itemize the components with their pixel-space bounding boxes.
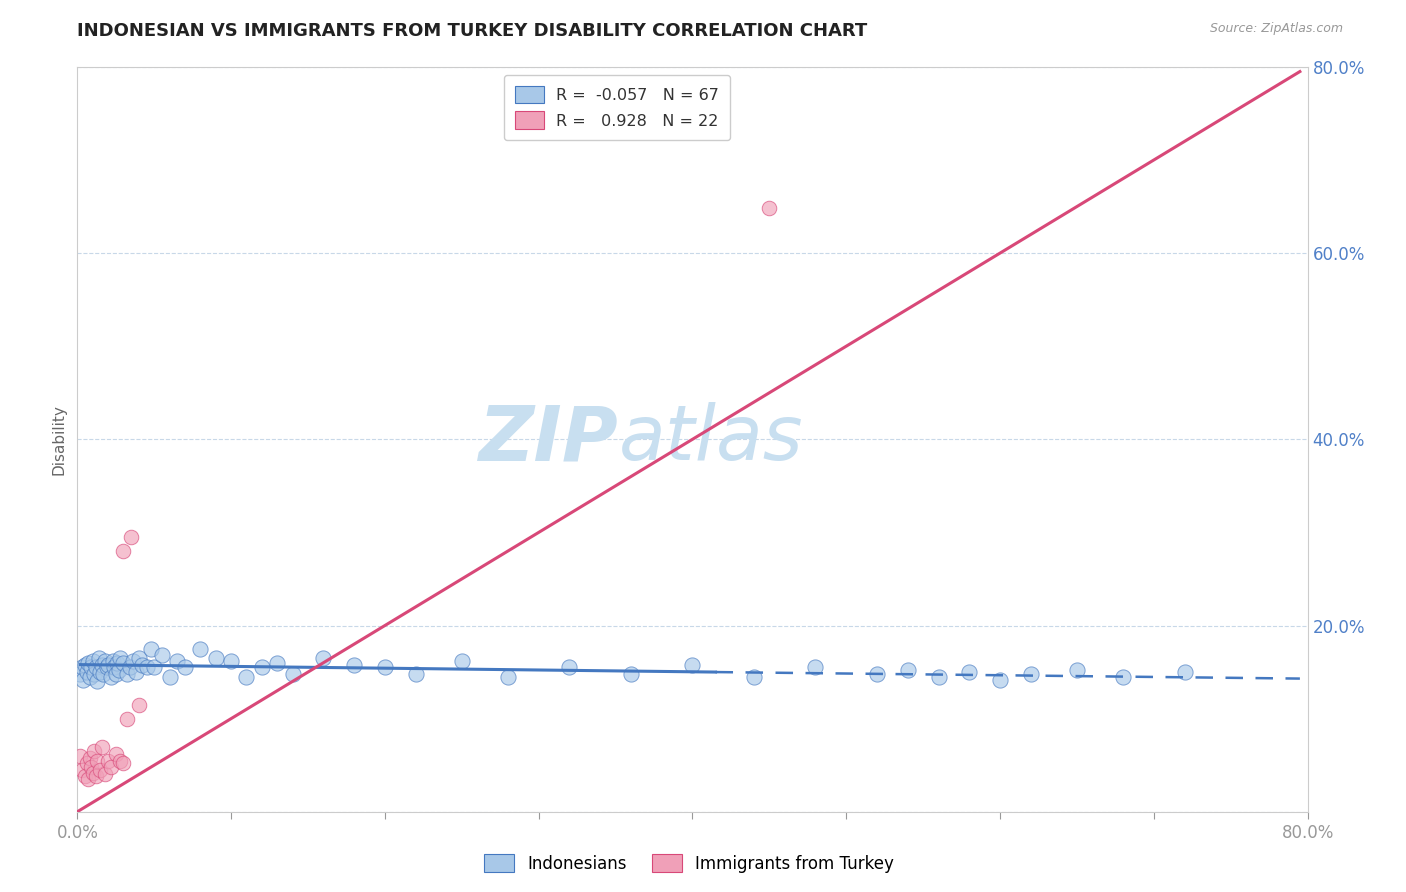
Point [90,739,114,754]
Point [1019,667,1042,681]
Point [121,654,143,668]
Text: atlas: atlas [619,402,803,476]
Point [804,660,827,674]
Point [235,670,257,684]
Point [219,654,242,668]
Point [1174,665,1197,679]
Point [118,660,141,674]
Point [83,744,105,758]
Point [110,651,132,665]
Point [204,651,226,665]
Point [281,667,304,681]
Point [988,673,1011,687]
Point [1066,663,1088,677]
Point [72,673,94,687]
Point [112,656,135,670]
Point [450,654,472,668]
Point [128,651,150,665]
Point [128,698,150,712]
Point [97,754,120,768]
Point [957,665,980,679]
Point [866,667,889,681]
Point [758,202,780,216]
Point [250,660,273,674]
Point [143,660,166,674]
Legend: Indonesians, Immigrants from Turkey: Indonesians, Immigrants from Turkey [477,847,901,880]
Point [84,769,107,783]
Point [86,674,108,689]
Point [343,657,366,672]
Text: Source: ZipAtlas.com: Source: ZipAtlas.com [1209,22,1343,36]
Point [69,667,91,681]
Point [101,654,124,668]
Point [1112,670,1135,684]
Point [125,665,148,679]
Point [104,747,127,761]
Point [82,654,104,668]
Point [159,670,181,684]
Point [105,656,128,670]
Point [897,663,920,677]
Point [266,656,288,670]
Point [120,530,142,544]
Point [73,657,96,672]
Point [73,769,96,783]
Point [115,667,138,681]
Point [77,772,100,786]
Point [97,657,120,672]
Y-axis label: Disability: Disability [51,404,66,475]
Point [103,660,125,674]
Point [84,660,107,674]
Point [928,670,950,684]
Point [312,651,335,665]
Point [79,750,101,764]
Point [94,767,117,781]
Point [93,667,115,681]
Point [77,656,100,670]
Point [70,763,93,777]
Point [742,670,765,684]
Point [174,660,197,674]
Point [90,657,114,672]
Point [135,660,157,674]
Point [70,660,93,674]
Point [188,641,212,656]
Point [83,667,105,681]
Point [496,670,519,684]
Point [94,654,117,668]
Point [682,657,704,672]
Point [405,667,427,681]
Point [150,648,173,663]
Point [82,765,104,780]
Point [112,756,135,771]
Legend: R =  -0.057   N = 67, R =   0.928   N = 22: R = -0.057 N = 67, R = 0.928 N = 22 [503,75,730,140]
Point [115,712,138,726]
Point [108,663,131,677]
Point [374,660,396,674]
Point [100,670,122,684]
Point [620,667,643,681]
Point [110,754,132,768]
Point [80,660,103,674]
Point [96,660,118,674]
Point [79,670,101,684]
Point [89,665,111,679]
Point [76,665,98,679]
Point [69,748,91,763]
Point [89,763,111,777]
Point [112,544,135,558]
Point [141,641,163,656]
Point [166,654,188,668]
Text: INDONESIAN VS IMMIGRANTS FROM TURKEY DISABILITY CORRELATION CHART: INDONESIAN VS IMMIGRANTS FROM TURKEY DIS… [77,22,868,40]
Point [87,651,110,665]
Point [86,754,108,768]
Point [104,667,127,681]
Text: ZIP: ZIP [479,402,619,476]
Point [131,657,153,672]
Point [100,760,122,774]
Point [558,660,581,674]
Point [80,760,103,774]
Point [76,756,98,771]
